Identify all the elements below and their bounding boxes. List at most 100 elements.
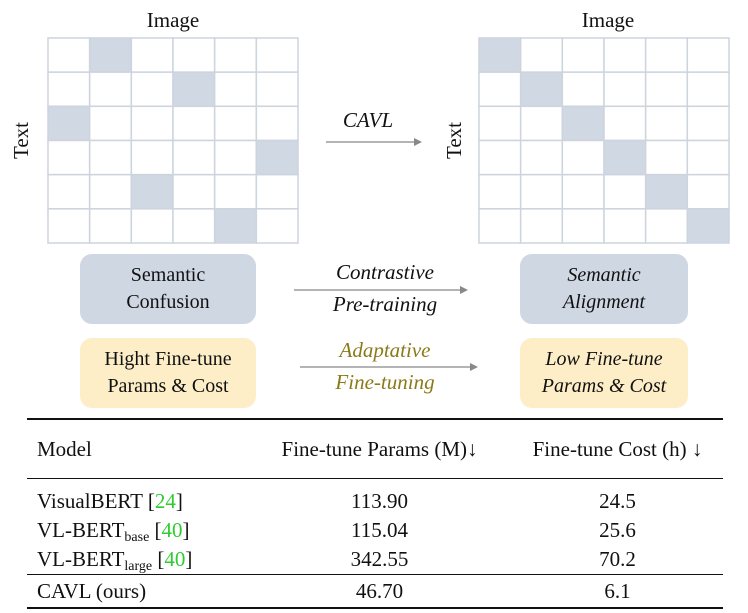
left-grid-title: Image <box>146 8 200 32</box>
right-grid-cell <box>561 139 605 176</box>
row-params: 115.04 <box>351 518 408 542</box>
right-grid-cell <box>519 105 564 142</box>
results-table: Model Fine-tune Params (M)↓ Fine-tune Co… <box>27 418 723 609</box>
right-grid-cell-highlighted <box>686 208 730 244</box>
pretraining-label: Pre-training <box>332 292 438 316</box>
semantic-confusion-line1: Semantic <box>130 264 206 286</box>
header-cost: Fine-tune Cost (h) ↓ <box>532 436 703 461</box>
finetuning-label: Fine-tuning <box>335 370 435 394</box>
citation-ref[interactable]: 40 <box>161 518 183 542</box>
left-grid-cell <box>47 208 91 244</box>
left-grid-cell-highlighted <box>47 105 91 142</box>
row-model: VL-BERTbase [40] <box>37 518 190 545</box>
left-grid-cell <box>255 173 299 210</box>
left-grid-cell-highlighted <box>88 37 133 73</box>
right-grid-cell <box>478 139 522 176</box>
row-model: CAVL (ours) <box>37 578 147 603</box>
citation-ref[interactable]: 24 <box>154 489 176 513</box>
semantic-confusion-box: Semantic Confusion <box>80 254 256 324</box>
right-grid-cell-highlighted <box>644 173 689 210</box>
left-grid-cell <box>213 71 258 108</box>
left-grid-cell <box>47 173 91 210</box>
left-grid-cell <box>255 208 299 244</box>
right-grid-axis-label: Text <box>442 121 467 160</box>
right-grid-cell <box>519 139 564 176</box>
left-grid-cell <box>255 37 299 73</box>
header-params: Fine-tune Params (M)↓ <box>281 436 478 461</box>
right-grid-cell <box>644 208 689 244</box>
left-grid-cell <box>47 139 91 176</box>
row-cost: 6.1 <box>604 578 631 603</box>
right-grid-cell <box>686 37 730 73</box>
row-cost: 24.5 <box>599 489 636 513</box>
adaptative-arrow <box>300 363 478 371</box>
header-model: Model <box>37 436 92 461</box>
left-grid-cell-highlighted <box>172 71 216 108</box>
left-grid-cell <box>172 139 216 176</box>
semantic-alignment-line1: Semantic <box>567 264 641 286</box>
contrastive-label: Contrastive <box>336 260 434 284</box>
right-grid-cell <box>519 208 564 244</box>
left-grid-cell <box>130 37 174 73</box>
left-grid-cell <box>172 208 216 244</box>
row-cost: 70.2 <box>599 547 636 571</box>
citation-ref[interactable]: 40 <box>164 547 186 571</box>
right-grid-cell <box>603 105 647 142</box>
table-header-row: Model Fine-tune Params (M)↓ Fine-tune Co… <box>27 419 723 479</box>
semantic-alignment-line2: Alignment <box>562 291 646 313</box>
cavl-arrow <box>326 138 422 146</box>
right-grid-cell <box>561 37 605 73</box>
left-grid-cell <box>47 37 91 73</box>
left-grid-cell <box>47 71 91 108</box>
right-grid-cell <box>686 139 730 176</box>
left-grid-cell <box>213 139 258 176</box>
right-grid-cell <box>644 37 689 73</box>
left-grid-cell <box>88 71 133 108</box>
right-grid-cell <box>644 139 689 176</box>
left-grid-cell <box>213 105 258 142</box>
right-grid <box>478 37 730 244</box>
left-grid-cell-highlighted <box>213 208 258 244</box>
right-grid-cell <box>686 71 730 108</box>
semantic-alignment-box: Semantic Alignment <box>520 254 688 324</box>
left-grid-axis-label: Text <box>9 121 34 160</box>
row-params: 46.70 <box>355 578 404 603</box>
left-grid-cell <box>172 105 216 142</box>
right-grid-cell <box>519 37 564 73</box>
right-grid-cell <box>603 208 647 244</box>
high-finetune-box: Hight Fine-tune Params & Cost <box>80 338 256 408</box>
high-finetune-line2: Params & Cost <box>107 375 229 397</box>
high-finetune-line1: Hight Fine-tune <box>104 348 232 370</box>
right-grid-cell <box>478 105 522 142</box>
contrastive-arrow <box>294 286 468 294</box>
left-grid-cell <box>130 105 174 142</box>
left-grid-cell <box>213 173 258 210</box>
right-grid-cell <box>519 173 564 210</box>
left-grid-cell <box>213 37 258 73</box>
left-grid-cell <box>130 71 174 108</box>
table-row: VL-BERTlarge [40] 342.55 70.2 <box>27 545 723 575</box>
low-finetune-line2: Params & Cost <box>541 375 667 397</box>
right-grid-cell <box>603 173 647 210</box>
right-grid-cell <box>561 71 605 108</box>
left-grid-cell <box>130 139 174 176</box>
right-grid-cell <box>561 173 605 210</box>
semantic-confusion-line2: Confusion <box>126 291 210 313</box>
low-finetune-box: Low Fine-tune Params & Cost <box>520 338 688 408</box>
right-grid-cell <box>478 208 522 244</box>
row-cost: 25.6 <box>599 518 636 542</box>
row-params: 342.55 <box>350 547 409 571</box>
right-grid-cell-highlighted <box>478 37 522 73</box>
table-row: VL-BERTbase [40] 115.04 25.6 <box>27 516 723 545</box>
right-grid-cell-highlighted <box>603 139 647 176</box>
right-grid-cell <box>603 71 647 108</box>
left-grid-cell <box>172 37 216 73</box>
table-row: VisualBERT [24] 113.90 24.5 <box>27 487 723 516</box>
left-grid-cell <box>88 105 133 142</box>
right-grid-cell <box>603 37 647 73</box>
right-grid-cell <box>686 173 730 210</box>
right-grid-cell-highlighted <box>519 71 564 108</box>
left-grid-cell <box>255 71 299 108</box>
left-grid-cell <box>130 208 174 244</box>
left-grid-cell <box>88 173 133 210</box>
